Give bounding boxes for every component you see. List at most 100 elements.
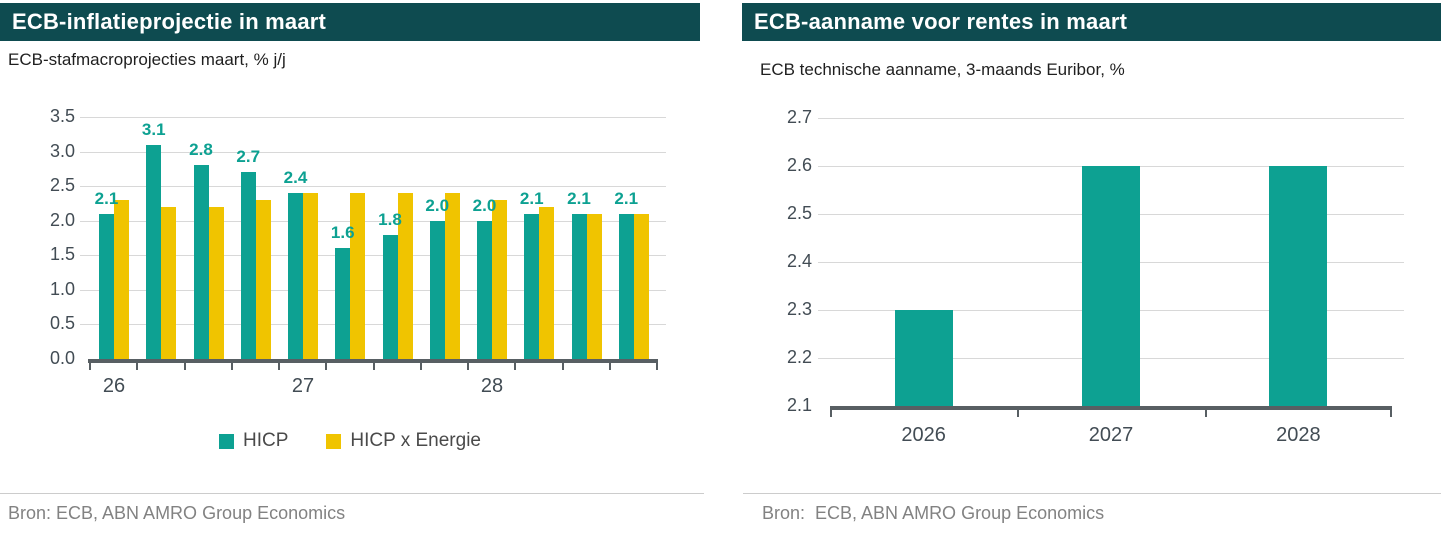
hicp-bar <box>335 248 351 359</box>
rates-chart-title-bar: ECB-aanname voor rentes in maart <box>742 3 1441 41</box>
y-tick-label: 0.0 <box>49 348 75 368</box>
data-label: 2.0 <box>472 195 497 215</box>
axis-tick <box>89 359 91 370</box>
data-label: 2.8 <box>189 140 213 160</box>
legend-item-hicp: HICP <box>218 430 289 452</box>
y-tick-label: 2.6 <box>786 155 812 175</box>
gridline <box>80 117 666 118</box>
axis-tick <box>562 359 564 370</box>
hicp-bar <box>618 213 634 359</box>
inflation-chart-subtitle: ECB-stafmacroprojecties maart, % j/j <box>8 50 286 69</box>
hicp-x-energie-bar <box>397 193 413 359</box>
inflation-chart-panel: ECB-inflatieprojectie in maart ECB-stafm… <box>0 0 720 537</box>
inflation-chart-source: Bron: ECB, ABN AMRO Group Economics <box>8 503 346 523</box>
hicp-x-energie-bar <box>114 199 129 359</box>
rates-chart-plot: 2.1 2.2 2.3 2.4 2.5 2.6 2.7 2026 2027 2028 <box>787 107 1404 446</box>
hicp-bar <box>146 144 162 359</box>
legend-label-hicp-x-energie: HICP x Energie <box>350 430 481 451</box>
gridline <box>80 255 666 257</box>
data-label: 2.1 <box>94 188 119 208</box>
inflation-chart-legend: HICP HICP x Energie <box>0 430 700 452</box>
axis-tick <box>184 359 186 370</box>
axis-tick <box>1017 406 1019 417</box>
gridline <box>80 289 666 291</box>
divider <box>0 493 704 494</box>
axis-tick <box>325 359 327 370</box>
hicp-bar <box>99 213 114 359</box>
data-label: 2.7 <box>236 147 261 167</box>
hicp-bar <box>382 234 398 359</box>
axis-tick <box>514 359 516 370</box>
hicp-x-energie-swatch-icon <box>326 433 342 449</box>
axis-tick <box>136 359 138 370</box>
hicp-x-energie-bar <box>633 213 649 359</box>
y-tick-label: 2.7 <box>786 107 812 127</box>
hicp-x-energie-bar <box>350 193 366 359</box>
x-tick-label: 2027 <box>1088 424 1134 446</box>
gridline <box>80 220 666 222</box>
hicp-bar <box>240 172 256 359</box>
y-tick-label: 2.5 <box>786 203 812 223</box>
x-tick-label: 26 <box>102 375 126 397</box>
hicp-bar <box>571 213 587 359</box>
hicp-bar <box>193 165 209 359</box>
gridline <box>80 151 666 153</box>
data-label: 1.6 <box>330 223 355 243</box>
y-tick-label: 2.0 <box>49 209 75 230</box>
gridline <box>818 118 1404 119</box>
hicp-bar <box>288 193 303 359</box>
divider <box>743 493 1441 494</box>
axis-tick <box>373 359 375 370</box>
rate-bar <box>894 310 953 406</box>
x-tick-label: 27 <box>291 375 315 397</box>
data-label: 2.1 <box>614 188 639 208</box>
y-tick-label: 1.0 <box>49 278 75 299</box>
hicp-x-energie-bar <box>539 206 555 359</box>
axis-tick <box>420 359 422 370</box>
data-label: 2.1 <box>519 188 544 208</box>
axis-tick <box>1390 406 1392 417</box>
hicp-x-energie-bar <box>161 206 177 359</box>
y-tick-label: 2.2 <box>786 347 812 367</box>
y-tick-label: 3.0 <box>49 140 75 161</box>
data-label: 2.1 <box>567 188 591 208</box>
hicp-x-energie-bar <box>586 213 602 359</box>
data-label: 1.8 <box>378 209 402 229</box>
rates-chart-source: Bron: ECB, ABN AMRO Group Economics <box>762 503 1105 523</box>
hicp-bar <box>429 220 445 359</box>
rate-bar <box>1082 166 1140 406</box>
hicp-x-energie-bar <box>492 199 507 359</box>
rates-chart-panel: ECB-aanname voor rentes in maart ECB tec… <box>720 0 1441 537</box>
y-tick-label: 2.1 <box>786 395 812 415</box>
gridline <box>80 186 666 188</box>
axis-tick <box>1205 406 1207 417</box>
x-tick-label: 2026 <box>901 424 946 446</box>
y-tick-label: 3.5 <box>49 106 75 126</box>
y-tick-label: 2.4 <box>786 251 812 271</box>
inflation-chart-title: ECB-inflatieprojectie in maart <box>12 9 327 34</box>
axis-tick <box>231 359 233 370</box>
gridline <box>80 324 666 326</box>
x-axis-line <box>830 406 1392 410</box>
rates-chart-title: ECB-aanname voor rentes in maart <box>754 9 1128 34</box>
y-tick-label: 0.5 <box>49 313 75 334</box>
hicp-bar <box>477 220 492 359</box>
axis-tick <box>467 359 469 370</box>
hicp-x-energie-bar <box>444 193 460 359</box>
legend-label-hicp: HICP <box>242 430 289 451</box>
data-label: 3.1 <box>141 119 166 139</box>
hicp-swatch-icon <box>218 433 234 449</box>
x-tick-label: 28 <box>480 375 504 397</box>
legend-item-hicp-x-energie: HICP x Energie <box>326 430 481 452</box>
inflation-chart-title-bar: ECB-inflatieprojectie in maart <box>0 3 700 41</box>
x-tick-label: 2028 <box>1276 424 1321 446</box>
inflation-chart-plot: 0.0 0.5 1.0 1.5 2.0 2.5 3.0 3.5 2.1 3.1 2.8 2.7 2.4 1… <box>50 106 666 397</box>
hicp-x-energie-bar <box>255 199 271 359</box>
y-tick-label: 2.3 <box>786 299 812 319</box>
axis-tick <box>278 359 280 370</box>
rates-chart-subtitle: ECB technische aanname, 3-maands Euribor… <box>760 60 1125 79</box>
data-label: 2.4 <box>283 168 308 188</box>
rate-bar <box>1269 166 1328 406</box>
axis-tick <box>609 359 611 370</box>
